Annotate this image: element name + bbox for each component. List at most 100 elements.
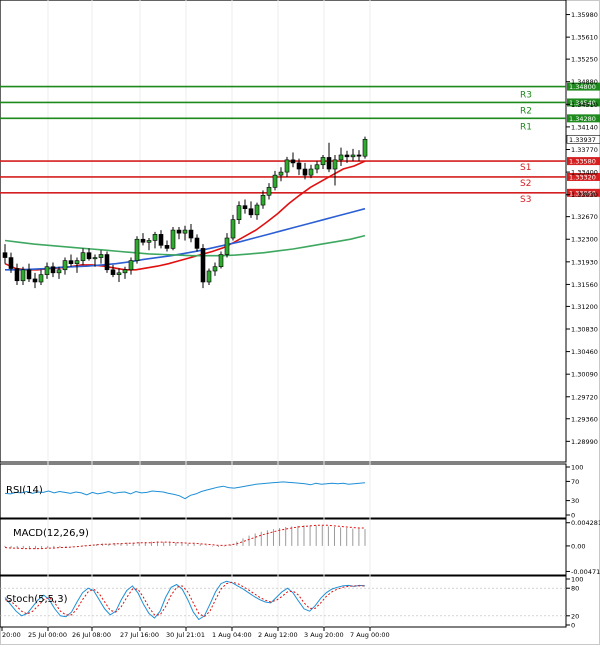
price-tick-label: 1.30460 — [571, 348, 598, 356]
macd-tick-label: -0.004713 — [571, 568, 600, 576]
time-tick-label: 2 Aug 12:00 — [258, 631, 298, 639]
candle-body-bull — [206, 270, 212, 283]
rsi-tick-label: 0 — [571, 512, 575, 520]
candle-body-bear — [86, 252, 92, 260]
stoch-tick-label: 80 — [571, 585, 579, 593]
rsi-label: RSI(14) — [6, 485, 43, 496]
time-tick-label: 27 Jul 16:00 — [120, 631, 159, 639]
candle-body-bull — [122, 269, 128, 274]
level-tag-r3 — [567, 82, 600, 91]
candle-body-bull — [98, 254, 104, 258]
candle-body-bull — [278, 171, 284, 176]
time-tick-label: 1 Aug 04:00 — [212, 631, 252, 639]
level-price-label: 1.34800 — [569, 83, 596, 91]
candle-body-bull — [80, 252, 86, 261]
candle-body-bull — [44, 266, 50, 275]
candle-body-bear — [194, 237, 200, 249]
level-price-label: 1.34540 — [569, 99, 596, 107]
candle-body-bull — [362, 138, 368, 157]
price-tick-label: 1.32670 — [571, 213, 598, 221]
candle-body-bear — [242, 205, 248, 210]
candle-body-bear — [356, 154, 362, 157]
candle-body-bull — [62, 260, 68, 271]
candle-body-bull — [266, 187, 272, 196]
candle-body-bull — [254, 204, 260, 216]
stoch-panel-frame — [0, 575, 567, 628]
candle-body-bear — [32, 278, 38, 283]
level-name-s2: S2 — [520, 179, 531, 189]
rsi-panel-frame — [0, 463, 567, 519]
macd-tick-label: 0.00 — [571, 542, 585, 550]
candles — [2, 136, 368, 289]
candle-body-bull — [74, 260, 80, 264]
stoch-main-line — [4, 580, 366, 621]
candle-body-bull — [128, 260, 134, 271]
price-tick-label: 1.29360 — [571, 415, 598, 423]
price-axis: 1.35980 1.35610 1.35250 1.34880 1.34510 1.341… — [566, 11, 598, 446]
level-tag-s2 — [567, 172, 600, 181]
rsi-line — [4, 481, 366, 500]
candle-body-bull — [182, 229, 188, 234]
time-tick-label: 26 Jul 08:00 — [72, 631, 111, 639]
candle-body-bear — [158, 234, 164, 246]
level-tag-r1 — [567, 114, 600, 123]
level-name-s3: S3 — [520, 195, 531, 205]
level-price-label: 1.33320 — [569, 173, 596, 181]
level-tag-s3 — [567, 188, 600, 197]
level-name-r1: R1 — [520, 122, 532, 132]
level-name-r3: R3 — [520, 91, 532, 101]
price-tick-label: 1.35980 — [571, 11, 598, 19]
time-tick-label: 7 Aug 00:00 — [350, 631, 390, 639]
candle-body-bull — [350, 154, 356, 158]
candle-body-bull — [338, 154, 344, 161]
candle-body-bear — [326, 157, 332, 170]
candle-body-bear — [68, 260, 74, 264]
price-tick-label: 1.33400 — [571, 169, 598, 177]
candle-body-bull — [284, 159, 290, 173]
rsi-tick-label: 30 — [571, 497, 579, 505]
price-tick-label: 1.33770 — [571, 146, 598, 154]
macd-panel-frame — [0, 518, 567, 576]
stoch-tick-label: 100 — [571, 576, 583, 584]
candle-body-bull — [224, 237, 230, 255]
price-tick-label: 1.34140 — [571, 123, 598, 131]
grid — [47, 0, 371, 627]
candle-body-bear — [164, 245, 170, 249]
candle-body-bull — [56, 269, 62, 274]
candle-body-bear — [8, 257, 14, 269]
candle-body-bull — [20, 269, 26, 282]
price-tick-label: 1.35250 — [571, 56, 598, 64]
stoch-tick-label: 0 — [571, 622, 575, 630]
candle-body-bull — [116, 272, 122, 275]
price-tick-label: 1.29720 — [571, 393, 598, 401]
candle-body-bear — [248, 208, 254, 216]
time-axis: 20:00 25 Jul 00:00 26 Jul 08:00 27 Jul 16:0… — [1, 627, 390, 639]
candle-body-bear — [200, 248, 206, 283]
level-price-label: 1.34280 — [569, 115, 596, 123]
macd-panel: 0.004281 0.00 -0.004713 MACD(12,26,9) — [4, 519, 600, 576]
candle-body-bear — [50, 266, 56, 274]
price-tick-label: 1.35610 — [571, 34, 598, 42]
rsi-panel: 100 70 30 0 RSI(14) — [4, 464, 583, 520]
candle-body-bear — [176, 229, 182, 234]
stoch-signal-line — [4, 581, 365, 618]
candle-body-bull — [38, 274, 44, 283]
candle-body-bull — [260, 194, 266, 206]
rsi-tick-label: 100 — [571, 464, 583, 472]
candle-body-bear — [110, 269, 116, 275]
candle-body-bull — [314, 164, 320, 170]
candle-body-bear — [2, 252, 8, 258]
candle-body-bull — [236, 205, 242, 221]
level-tag-s1 — [567, 157, 600, 166]
price-tick-label: 1.28990 — [571, 438, 598, 446]
price-tick-label: 1.31560 — [571, 281, 598, 289]
price-tick-label: 1.32300 — [571, 236, 598, 244]
candle-body-bear — [302, 168, 308, 176]
price-tick-label: 1.30090 — [571, 371, 598, 379]
candle-body-bull — [134, 238, 140, 261]
price-tick-label: 1.33030 — [571, 191, 598, 199]
